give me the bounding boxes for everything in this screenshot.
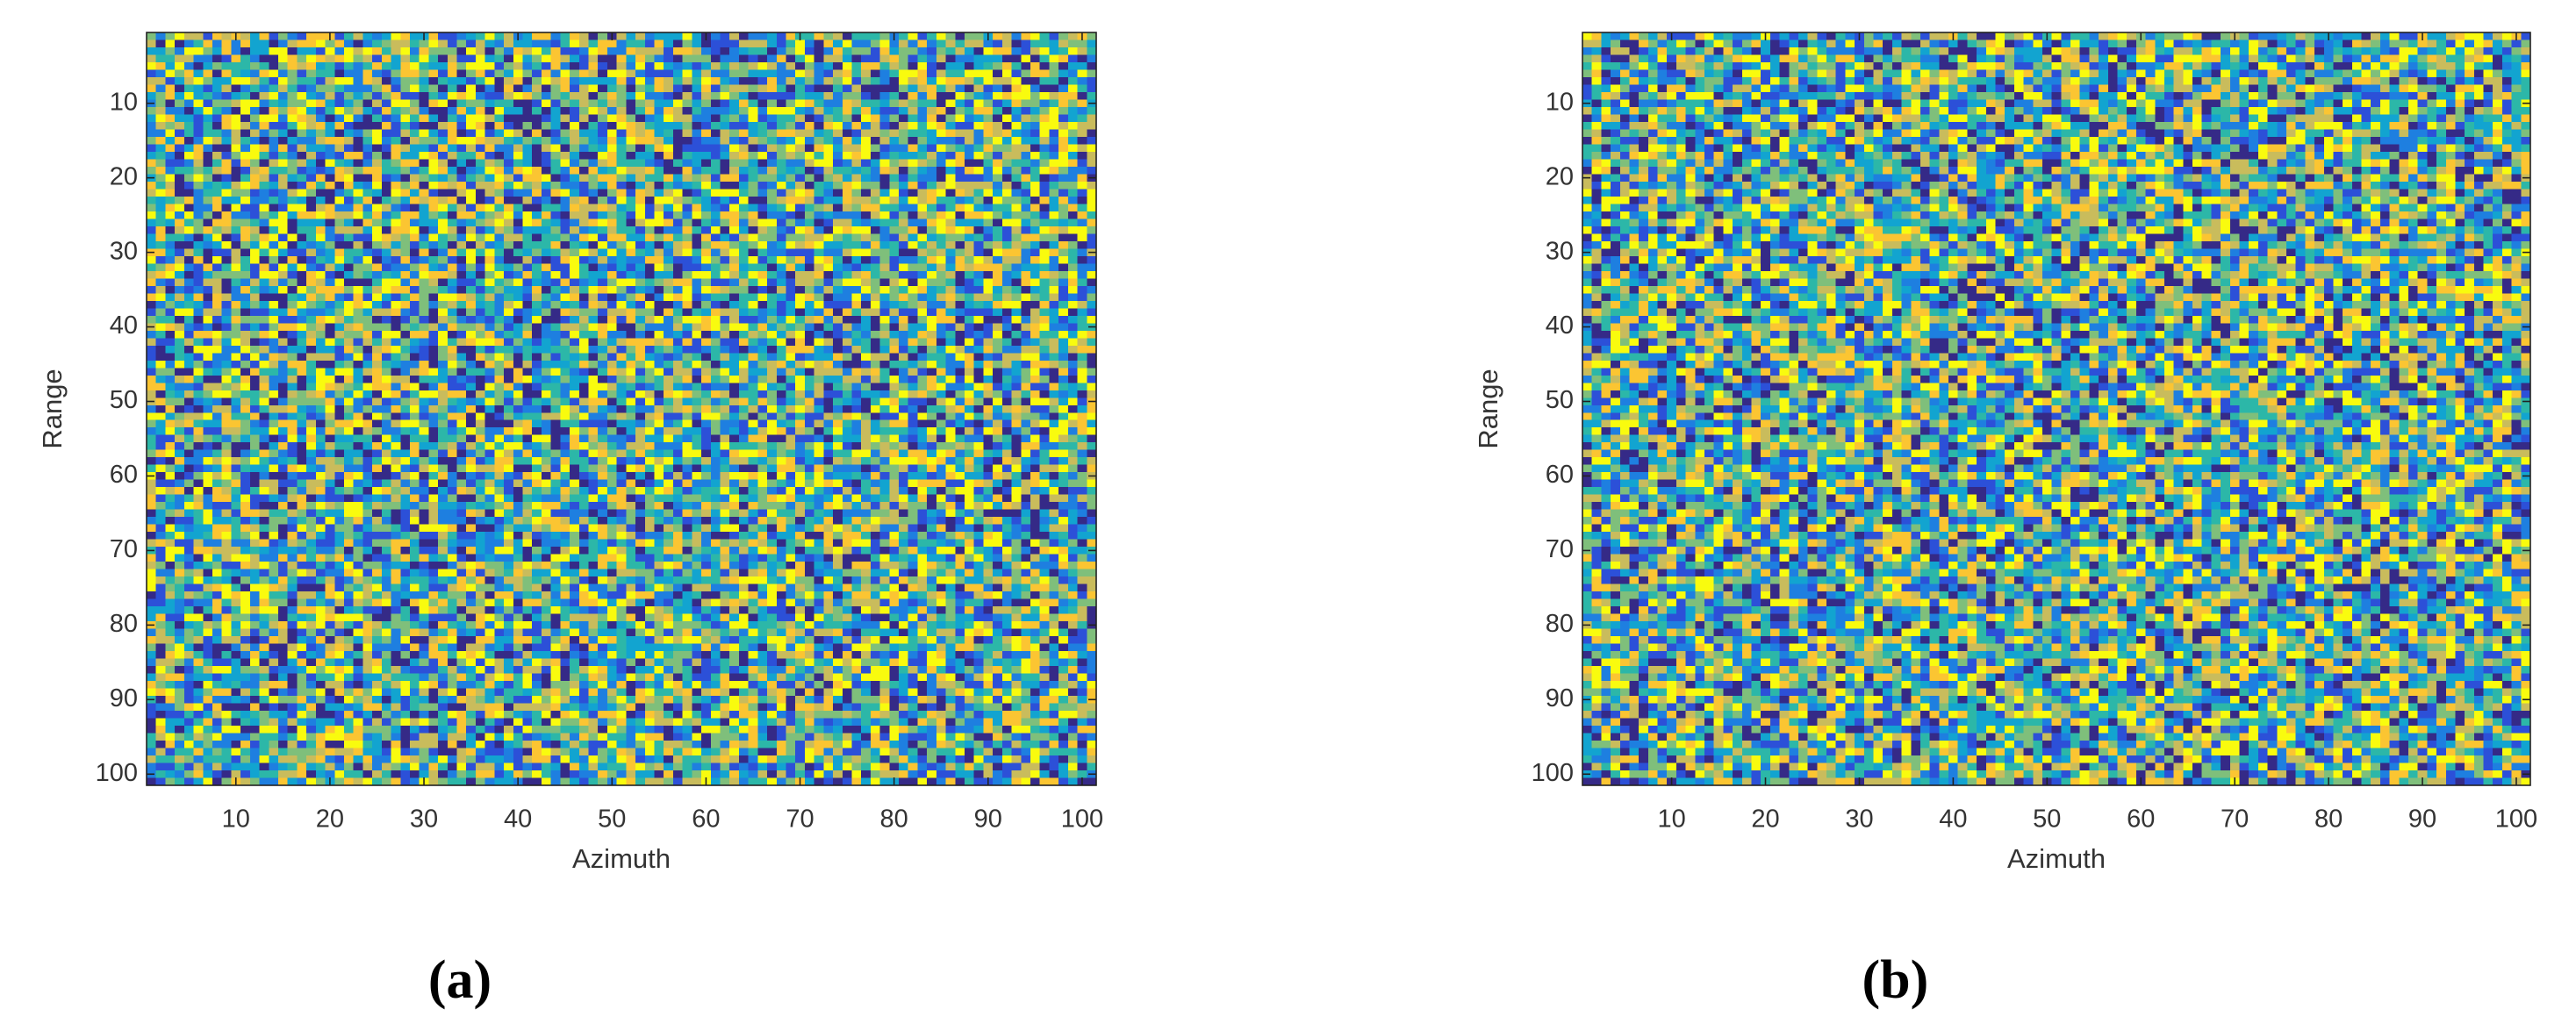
- y-tick-label: 80: [1546, 610, 1574, 638]
- x-tick-label: 20: [316, 805, 344, 834]
- y-tick-label: 100: [1532, 759, 1574, 787]
- plot-frame: [146, 32, 1097, 786]
- x-tick-label: 80: [2314, 805, 2343, 834]
- noise-texture: [1582, 32, 2531, 786]
- x-tick-label: 70: [2221, 805, 2249, 834]
- y-tick-label: 70: [1546, 535, 1574, 563]
- x-tick-label: 50: [598, 805, 626, 834]
- x-tick-label: 20: [1751, 805, 1779, 834]
- y-tick-label: 60: [1546, 461, 1574, 489]
- y-tick-label: 10: [110, 88, 138, 116]
- x-tick-label: 10: [222, 805, 250, 834]
- plot-frame: [1582, 32, 2531, 786]
- x-axis-label: Azimuth: [2007, 843, 2106, 874]
- x-tick-label: 90: [974, 805, 1002, 834]
- x-tick-label: 100: [2495, 805, 2537, 834]
- y-axis-label: Range: [37, 369, 68, 448]
- x-tick-label: 80: [880, 805, 908, 834]
- panel-caption: (b): [1862, 950, 1929, 1010]
- y-tick-label: 20: [110, 162, 138, 190]
- x-tick-label: 60: [2127, 805, 2155, 834]
- y-axis-label: Range: [1473, 369, 1503, 448]
- y-tick-label: 50: [110, 386, 138, 414]
- y-tick-label: 70: [110, 535, 138, 563]
- panel-caption: (a): [428, 950, 492, 1010]
- y-tick-label: 30: [110, 237, 138, 265]
- x-tick-label: 90: [2408, 805, 2436, 834]
- y-tick-label: 50: [1546, 386, 1574, 414]
- x-tick-label: 10: [1657, 805, 1685, 834]
- x-tick-label: 60: [692, 805, 720, 834]
- x-tick-label: 30: [1845, 805, 1873, 834]
- y-tick-label: 10: [1546, 88, 1574, 116]
- y-tick-label: 80: [110, 610, 138, 638]
- y-tick-label: 90: [110, 684, 138, 712]
- y-tick-label: 20: [1546, 162, 1574, 190]
- y-tick-label: 60: [110, 461, 138, 489]
- x-tick-label: 100: [1061, 805, 1103, 834]
- y-tick-label: 40: [1546, 311, 1574, 340]
- x-axis-label: Azimuth: [572, 843, 671, 874]
- x-tick-label: 30: [410, 805, 438, 834]
- y-tick-label: 90: [1546, 684, 1574, 712]
- x-tick-label: 50: [2033, 805, 2061, 834]
- y-tick-label: 30: [1546, 237, 1574, 265]
- noise-texture: [147, 32, 1097, 786]
- x-tick-label: 40: [504, 805, 532, 834]
- x-tick-label: 70: [786, 805, 814, 834]
- x-tick-label: 40: [1939, 805, 1967, 834]
- heatmap-panel: 10 20 30 40 50 60 70 80 90 100 10 20 30 40 50 60 70 80 90 1…: [37, 32, 1103, 1010]
- heatmap-panel: 10 20 30 40 50 60 70 80 90 100 10 20 30 40 50 60 70 80 90 1…: [1473, 32, 2537, 1010]
- y-tick-label: 40: [110, 311, 138, 340]
- y-tick-label: 100: [96, 759, 138, 787]
